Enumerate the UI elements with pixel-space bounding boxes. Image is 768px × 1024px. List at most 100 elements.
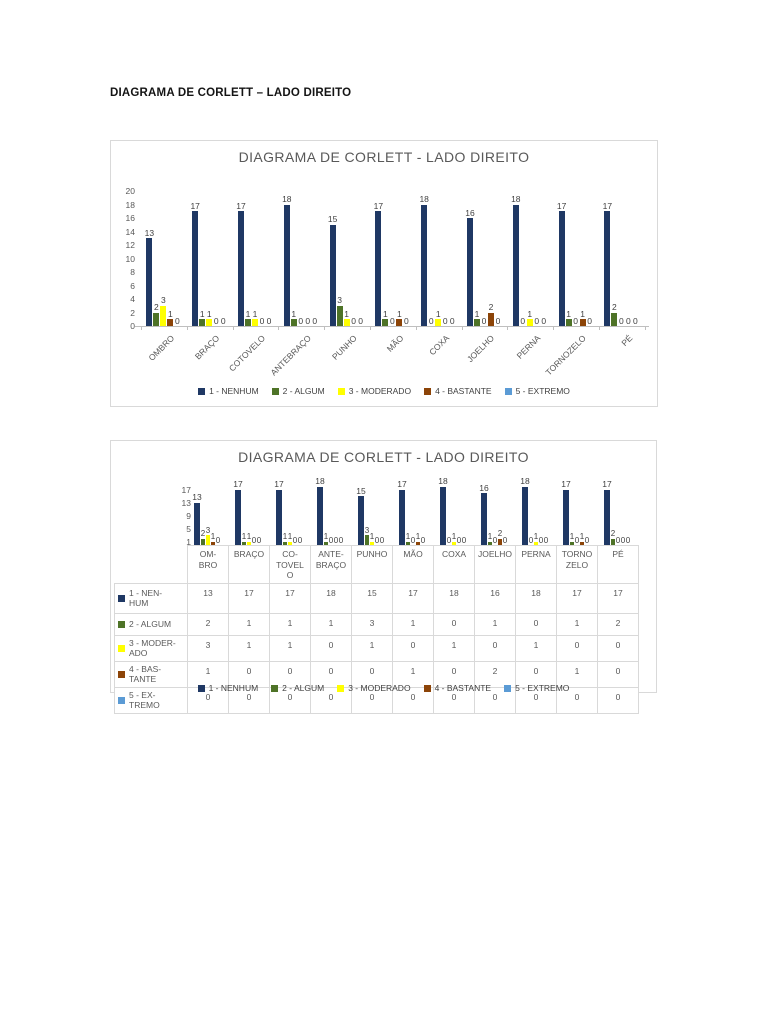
bar-value-label: 3	[337, 295, 342, 306]
x-axis-tickmark	[324, 326, 326, 330]
bar-series-1	[329, 224, 336, 326]
bar-value-label: 1	[527, 308, 533, 319]
chart-plot-area: 0 2 4 6 8 10 12 14 16 18 20 13 2 3 1 0 OMBRO 17 1 1 0 0 BRAÇO 1…	[111, 141, 657, 406]
table-value-cell: 16	[474, 582, 516, 614]
bar-value-label: 18	[282, 194, 292, 204]
table-value-cell: 0	[556, 634, 598, 662]
bar-value-label: 1	[579, 532, 585, 542]
x-axis-label-text: PUNHO	[330, 333, 360, 362]
bar-series-2	[488, 541, 492, 545]
table-value-cell: 1	[433, 634, 475, 662]
bar-value-label: 0	[338, 535, 344, 545]
bar-series-1	[238, 211, 244, 326]
bar-value-label: 0	[266, 315, 272, 326]
bar-series-3	[247, 541, 251, 545]
bar-value-label: 3	[161, 295, 166, 306]
bar-value-label: 1	[435, 308, 441, 319]
table-value-cell: 1	[556, 660, 598, 688]
x-axis-label-text: PÉ	[618, 333, 634, 349]
bar-series-1	[399, 489, 405, 545]
table-value-cell: 0	[392, 634, 434, 662]
bar-value-label: 0	[420, 535, 426, 545]
bar-value-label: 1	[533, 532, 539, 542]
x-axis-tickmark	[507, 326, 509, 330]
y-axis-tick-label: 10	[125, 253, 135, 264]
bar-value-label: 17	[274, 479, 284, 490]
table-row-label: 1 - NEN- HUM	[114, 582, 188, 614]
page-title: DIAGRAMA DE CORLETT – LADO DIREITO	[110, 87, 352, 99]
bar-value-label: 1	[199, 308, 205, 319]
bar-value-label: 1	[210, 532, 216, 542]
bar-series-3	[160, 305, 167, 326]
bar-series-4	[416, 541, 420, 545]
table-value-cell: 0	[228, 686, 270, 714]
bar-series-3	[534, 541, 538, 545]
table-row-label-text: 2 - ALGUM	[129, 618, 172, 629]
bar-value-label: 1	[206, 308, 212, 319]
legend-swatch	[424, 387, 432, 395]
y-axis-tick-label: 8	[130, 267, 135, 277]
bar-value-label: 0	[481, 315, 487, 326]
table-value-cell: 1	[187, 660, 229, 688]
legend-swatch	[118, 644, 125, 652]
table-value-cell: 0	[187, 686, 229, 714]
bar-value-label: 2	[497, 529, 503, 538]
table-value-cell: 0	[351, 660, 393, 688]
table-category-header: COXA	[433, 545, 475, 584]
x-axis-tickmark	[141, 326, 142, 330]
bar-value-label: 0	[574, 535, 580, 545]
bar-value-label: 0	[428, 315, 434, 326]
table-value-cell: 0	[310, 634, 352, 662]
table-category-header: OM- BRO	[187, 545, 229, 584]
bar-value-label: 17	[373, 200, 384, 211]
bar-value-label: 16	[479, 482, 489, 493]
bar-value-label: 0	[259, 315, 265, 326]
bar-value-label: 3	[364, 525, 370, 535]
bar-value-label: 0	[297, 535, 303, 545]
bar-value-label: 0	[390, 315, 395, 326]
bar-value-label: 2	[612, 302, 617, 312]
bar-value-label: 0	[633, 315, 638, 326]
bar-series-1	[604, 489, 610, 545]
y-axis-tick-label: 17	[181, 484, 191, 495]
bar-series-3	[288, 541, 292, 545]
table-row-label-text: 5 - EX- TREMO	[129, 689, 160, 711]
bar-series-3	[252, 319, 258, 326]
bar-value-label: 2	[488, 302, 494, 312]
legend-item: 5 - EXTREMO	[504, 683, 569, 693]
bar-value-label: 0	[446, 535, 452, 545]
bar-value-label: 18	[520, 476, 530, 486]
y-axis-tick-label: 1	[186, 536, 191, 547]
x-axis-line	[135, 326, 649, 327]
x-axis-label-text: OMBRO	[146, 333, 176, 363]
x-axis-tickmark	[553, 326, 555, 330]
table-category-header: JOELHO	[474, 545, 516, 584]
table-value-cell: 0	[433, 612, 475, 636]
table-row: 5 - EX- TREMO 0 0 0 0 0 0 0 0 0 0 0	[114, 686, 639, 714]
bar-value-label: 0	[584, 535, 590, 545]
legend-item: 4 - BASTANTE	[423, 683, 491, 693]
legend-label: 4 - BASTANTE	[435, 386, 492, 396]
legend-item: 1 - NENHUM	[198, 386, 259, 396]
table-category-header: CO- TOVEL O	[269, 545, 311, 584]
x-axis-tickmark	[644, 326, 646, 330]
y-axis-tick-label: 4	[130, 294, 135, 304]
bar-value-label: 0	[502, 535, 508, 545]
x-axis-label-text: BRAÇO	[193, 333, 222, 362]
bar-series-1	[563, 489, 569, 545]
table-category-header: MÃO	[392, 545, 434, 584]
bar-value-label: 0	[358, 315, 363, 326]
bar-series-3	[526, 319, 533, 326]
bar-series-1	[604, 211, 611, 326]
table-value-cell: 18	[515, 582, 557, 614]
x-axis-label-text: COTOVELO	[227, 333, 268, 374]
table-value-cell: 0	[310, 660, 352, 688]
chart-plot-area: 1 5 9 13 17 13 2 3 1 0 17 1 1 0 0 17 1 1 0 0 18 1 0 0 0 15 3 1 0 0 17 1…	[111, 441, 656, 692]
bar-value-label: 1	[474, 308, 480, 319]
bar-series-4	[396, 319, 403, 326]
corlett-chart-bottom: DIAGRAMA DE CORLETT - LADO DIREITO 1 5 9 13…	[110, 440, 657, 714]
x-axis-label-text: ANTEBRAÇO	[268, 333, 314, 378]
bar-value-label: 1	[282, 532, 288, 542]
table-value-cell: 3	[187, 634, 229, 662]
